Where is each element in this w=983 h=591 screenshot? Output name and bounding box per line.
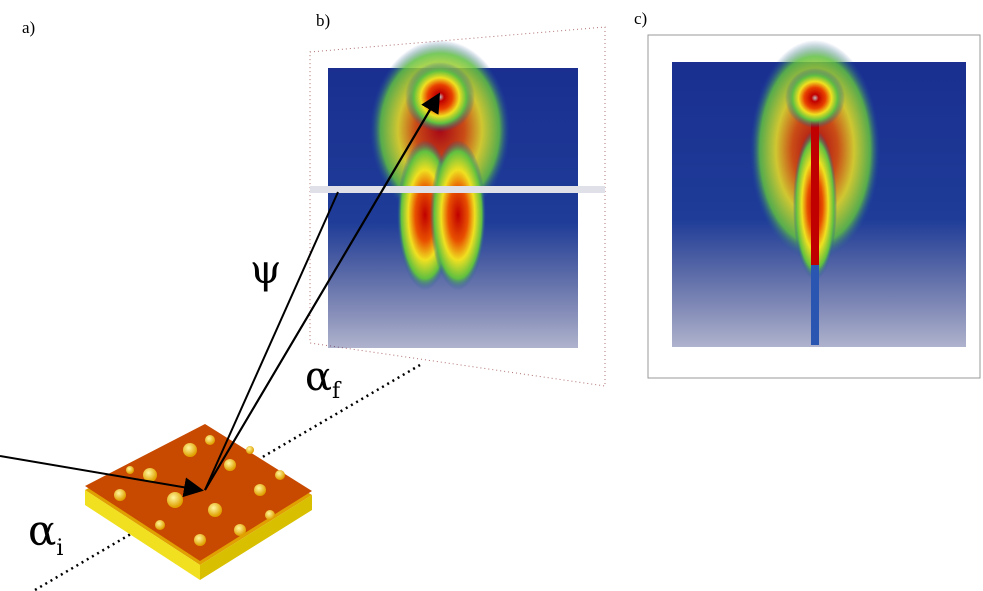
alpha-f-base: α — [305, 354, 332, 400]
alpha-i-symbol: αi — [28, 506, 63, 561]
detector-b — [309, 26, 606, 387]
alpha-f-sub: f — [332, 379, 342, 404]
sample — [85, 424, 312, 580]
panel-label: c) — [634, 9, 647, 28]
alpha-f-symbol: αf — [305, 354, 342, 404]
panel-label: a) — [22, 18, 35, 37]
alpha-i-base: α — [28, 506, 56, 555]
psi-symbol: ψ — [250, 247, 281, 293]
alpha-i-sub: i — [56, 536, 63, 561]
detector-c — [647, 34, 981, 379]
panel-label: b) — [316, 11, 330, 30]
beams — [0, 92, 441, 498]
